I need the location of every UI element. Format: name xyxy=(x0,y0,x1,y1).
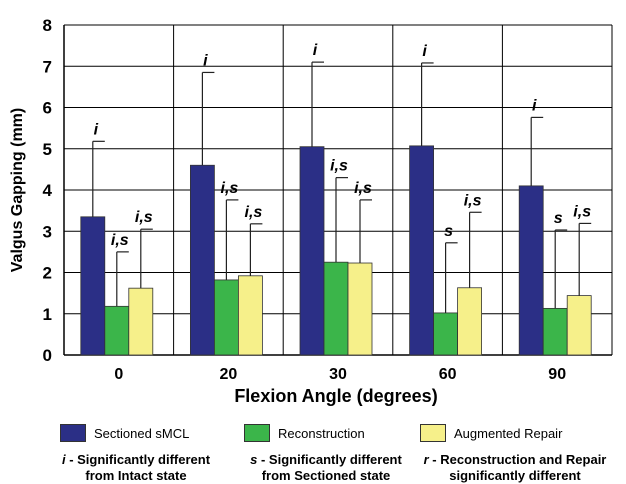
legend-swatch-augmented-repair xyxy=(420,424,446,442)
legend-swatch-sectioned xyxy=(60,424,86,442)
annotation-0-30: i xyxy=(313,42,318,59)
annotation-0-60: i xyxy=(422,43,427,60)
x-tick-label-0: 0 xyxy=(114,366,123,383)
error-bars xyxy=(92,61,592,313)
bar-2-20 xyxy=(237,275,263,356)
bar-series xyxy=(80,145,592,356)
annotation-1-90: s xyxy=(554,210,563,227)
bar-2-0 xyxy=(128,287,154,356)
legend-label-reconstruction: Reconstruction xyxy=(278,425,365,441)
legend-label-augmented-repair: Augmented Repair xyxy=(454,425,563,441)
annotation-1-0: i,s xyxy=(111,232,129,249)
significance-annotations: i i,s i,s i i,s i,s i i,s i,s i s i,s i s i,s xyxy=(94,42,592,249)
note-sectioned: s - Significantly different from Section… xyxy=(236,452,416,484)
y-tick-label-0: 0 xyxy=(43,346,52,365)
gridlines xyxy=(63,24,613,356)
y-tick-label-3: 3 xyxy=(43,222,52,241)
annotation-1-60: s xyxy=(444,223,453,240)
note-intact: i - Significantly different from Intact … xyxy=(46,452,226,484)
bar-0-90 xyxy=(518,185,544,356)
bar-0-0 xyxy=(80,216,106,356)
note-symbol-r: r xyxy=(423,452,429,467)
annotation-0-0: i xyxy=(94,121,99,138)
y-tick-label-8: 8 xyxy=(43,16,52,35)
note-symbol-s: s xyxy=(250,452,258,467)
legend-item-augmented-repair: Augmented Repair xyxy=(420,424,562,442)
bar-1-20 xyxy=(213,279,239,356)
legend-swatch-reconstruction xyxy=(244,424,270,442)
y-axis-label: Valgus Gapping (mm) xyxy=(9,108,26,272)
x-tick-label-30: 30 xyxy=(329,366,347,383)
annotation-2-30: i,s xyxy=(354,180,372,197)
bar-1-30 xyxy=(323,261,349,356)
bar-2-90 xyxy=(566,295,592,356)
y-tick-label-1: 1 xyxy=(43,305,52,324)
y-tick-label-4: 4 xyxy=(43,181,53,200)
note-text-r-line2: significantly different xyxy=(449,468,581,483)
note-text-i-line1: - Significantly different xyxy=(65,452,211,467)
bar-chart: i i,s i,s i i,s i,s i i,s i,s i s i,s i s i,s 0 1 2 3 4 5 6 7… xyxy=(9,16,613,406)
annotation-2-60: i,s xyxy=(464,192,482,209)
bar-0-20 xyxy=(189,164,215,356)
bar-2-60 xyxy=(457,287,483,356)
x-axis-label: Flexion Angle (degrees) xyxy=(234,386,437,406)
y-tick-label-6: 6 xyxy=(43,99,52,118)
annotation-1-20: i,s xyxy=(221,180,239,197)
bar-2-30 xyxy=(347,262,373,356)
bar-1-0 xyxy=(104,305,130,356)
bar-0-30 xyxy=(299,146,325,356)
x-tick-labels: 0 20 30 60 90 xyxy=(114,366,566,383)
x-tick-label-20: 20 xyxy=(220,366,238,383)
note-text-i-line2: from Intact state xyxy=(85,468,187,483)
legend-item-reconstruction: Reconstruction xyxy=(244,424,365,442)
annotation-2-0: i,s xyxy=(135,209,153,226)
note-symbol-i: i xyxy=(61,452,66,467)
y-tick-label-2: 2 xyxy=(43,264,52,283)
bar-0-60 xyxy=(409,145,435,356)
y-tick-label-5: 5 xyxy=(43,140,52,159)
annotation-1-30: i,s xyxy=(330,158,348,175)
annotation-0-20: i xyxy=(203,52,208,69)
x-tick-label-60: 60 xyxy=(439,366,457,383)
legend-label-sectioned: Sectioned sMCL xyxy=(94,425,190,441)
legend: Sectioned sMCL Reconstruction Augmented … xyxy=(0,424,626,446)
annotation-2-90: i,s xyxy=(573,203,591,220)
annotation-2-20: i,s xyxy=(245,204,263,221)
note-text-s-line2: from Sectioned state xyxy=(261,468,391,483)
bar-1-90 xyxy=(542,307,568,356)
x-tick-label-90: 90 xyxy=(548,366,566,383)
legend-item-sectioned: Sectioned sMCL xyxy=(60,424,189,442)
annotation-0-90: i xyxy=(532,97,537,114)
bar-1-60 xyxy=(433,312,459,356)
y-tick-labels: 0 1 2 3 4 5 6 7 8 xyxy=(43,16,53,365)
y-tick-label-7: 7 xyxy=(43,57,52,76)
note-text-s-line1: - Significantly different xyxy=(257,452,402,467)
note-text-r-line1: - Reconstruction and Repair xyxy=(428,452,607,467)
note-recon-repair: r - Reconstruction and Repair significan… xyxy=(410,452,620,484)
